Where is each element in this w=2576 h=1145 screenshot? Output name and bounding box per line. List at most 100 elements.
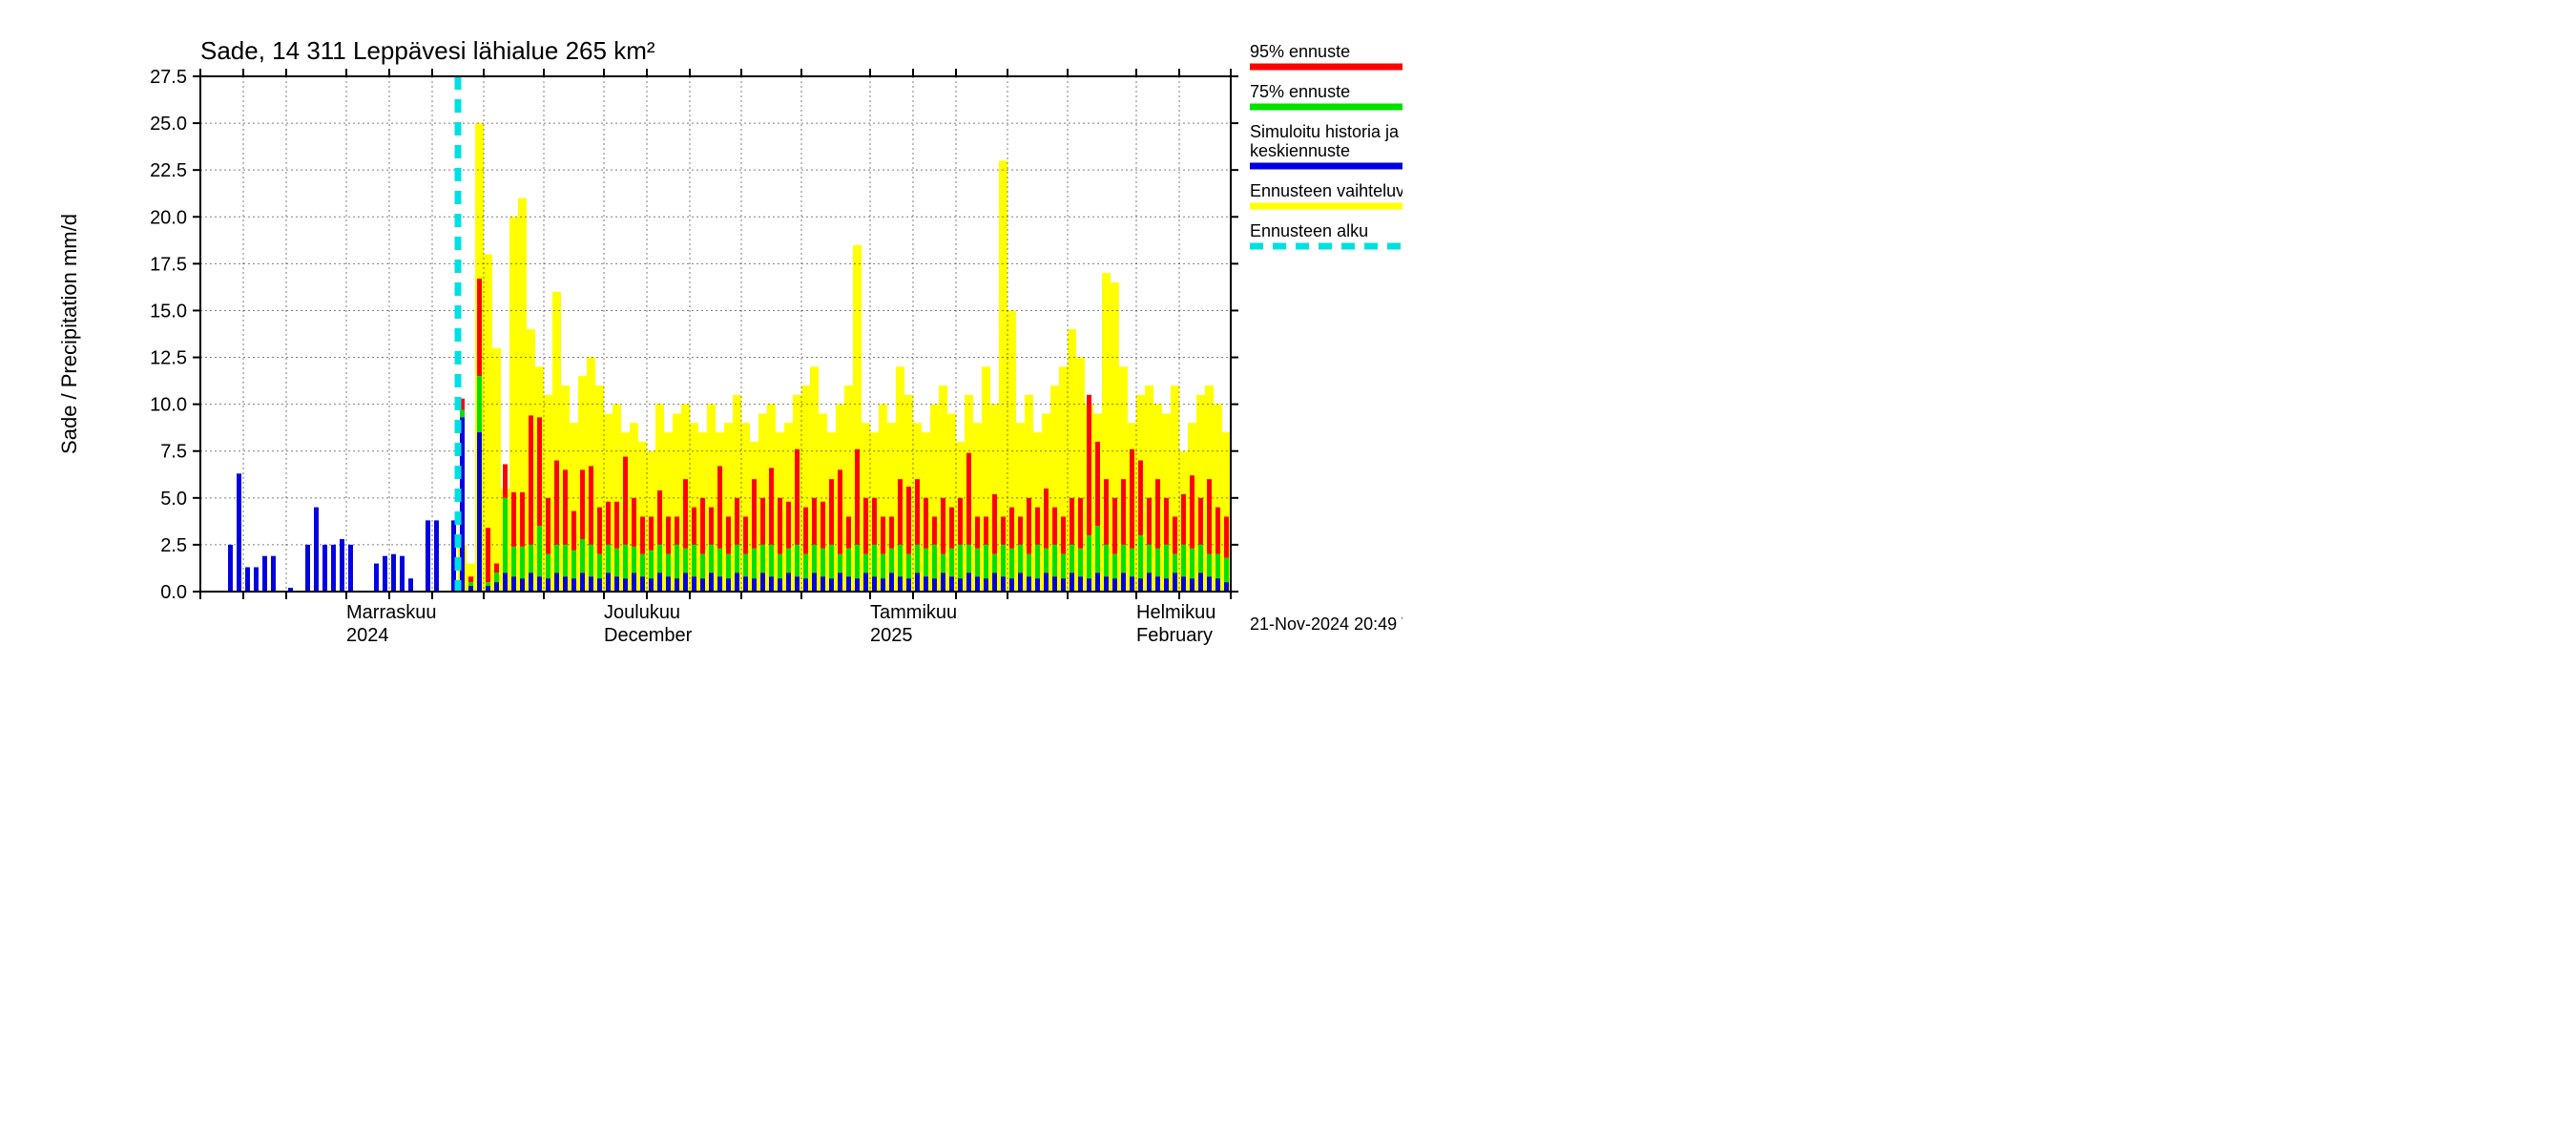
bar-95	[846, 516, 851, 548]
bar-75	[503, 498, 508, 573]
bar-95	[1009, 508, 1014, 549]
bar-mean	[1215, 578, 1220, 592]
bar-mean	[1155, 576, 1160, 592]
bar-95	[683, 479, 688, 549]
chart-title: Sade, 14 311 Leppävesi lähialue 265 km²	[200, 36, 655, 65]
bar-95	[1121, 479, 1126, 545]
bar-75	[872, 545, 877, 576]
bar-75	[855, 545, 860, 578]
bar-mean	[795, 576, 800, 592]
bar-95	[1138, 461, 1143, 536]
bar-mean	[812, 572, 817, 592]
bar-mean	[1173, 572, 1177, 592]
bar-95	[829, 479, 834, 545]
bar-75	[1087, 535, 1091, 578]
bar-95	[503, 464, 508, 497]
bar-95	[898, 479, 903, 545]
bar-75	[1001, 545, 1006, 576]
bar-95	[1087, 395, 1091, 535]
bar-mean	[271, 556, 276, 592]
bar-mean	[529, 572, 533, 592]
bar-75	[889, 549, 894, 573]
bar-75	[1070, 545, 1074, 572]
bar-95	[958, 498, 963, 545]
ytick-label: 25.0	[150, 114, 187, 135]
bar-mean	[391, 554, 396, 592]
bar-75	[520, 547, 525, 578]
legend-label: 95% ennuste	[1250, 42, 1350, 61]
bar-mean	[614, 576, 619, 592]
ytick-label: 15.0	[150, 301, 187, 322]
bar-mean	[1027, 576, 1031, 592]
bar-75	[1130, 549, 1134, 576]
bar-75	[966, 545, 971, 572]
bar-75	[468, 582, 473, 586]
bar-75	[863, 554, 868, 573]
bar-mean	[520, 578, 525, 592]
y-axis-label: Sade / Precipitation mm/d	[57, 214, 81, 454]
ytick-label: 12.5	[150, 348, 187, 369]
bar-95	[975, 516, 980, 548]
bar-75	[1027, 554, 1031, 577]
bar-95	[554, 461, 559, 545]
bar-95	[597, 508, 602, 554]
bar-95	[726, 516, 731, 553]
bar-95	[477, 279, 482, 376]
bar-95	[1001, 516, 1006, 544]
bar-75	[760, 545, 765, 572]
bar-mean	[726, 578, 731, 592]
bar-75	[486, 582, 490, 586]
bar-mean	[348, 545, 353, 592]
bar-75	[778, 554, 782, 579]
bar-75	[700, 554, 705, 579]
bar-75	[975, 549, 980, 576]
ytick-label: 0.0	[160, 582, 187, 603]
bar-mean	[434, 520, 439, 592]
bar-75	[546, 554, 551, 579]
bar-mean	[1095, 572, 1100, 592]
bar-95	[881, 516, 885, 553]
bar-75	[1044, 549, 1049, 573]
bar-95	[657, 490, 662, 545]
bar-75	[1061, 554, 1066, 579]
bar-75	[494, 572, 499, 582]
bar-75	[1138, 535, 1143, 578]
bar-mean	[1018, 572, 1023, 592]
bar-mean	[408, 578, 413, 592]
bar-mean	[941, 572, 945, 592]
bar-75	[821, 549, 825, 576]
bar-75	[1190, 549, 1195, 578]
bar-95	[949, 508, 954, 549]
bar-mean	[606, 572, 611, 592]
bar-mean	[1087, 578, 1091, 592]
bar-mean	[623, 578, 628, 592]
bar-mean	[700, 578, 705, 592]
bar-mean	[1121, 572, 1126, 592]
bar-95	[786, 502, 791, 549]
bar-75	[709, 545, 714, 572]
bar-mean	[511, 576, 516, 592]
bar-75	[632, 547, 636, 572]
bar-95	[580, 469, 585, 539]
ytick-label: 5.0	[160, 489, 187, 510]
bar-75	[846, 549, 851, 576]
bar-95	[1147, 498, 1152, 545]
bar-95	[563, 469, 568, 545]
bar-75	[1035, 545, 1040, 578]
bar-mean	[1035, 578, 1040, 592]
bar-95	[1224, 516, 1229, 557]
bar-mean	[769, 576, 774, 592]
ytick-label: 2.5	[160, 535, 187, 556]
bar-mean	[666, 576, 671, 592]
month-label-en: February	[1136, 625, 1213, 646]
bar-75	[554, 545, 559, 572]
bar-75	[1198, 545, 1203, 572]
bar-mean	[992, 572, 997, 592]
bar-95	[1164, 498, 1169, 545]
bar-95	[1095, 442, 1100, 526]
month-label-fi: Marraskuu	[346, 602, 436, 623]
bar-mean	[340, 539, 344, 592]
bar-75	[932, 545, 937, 578]
bar-mean	[1001, 576, 1006, 592]
bar-75	[529, 545, 533, 572]
